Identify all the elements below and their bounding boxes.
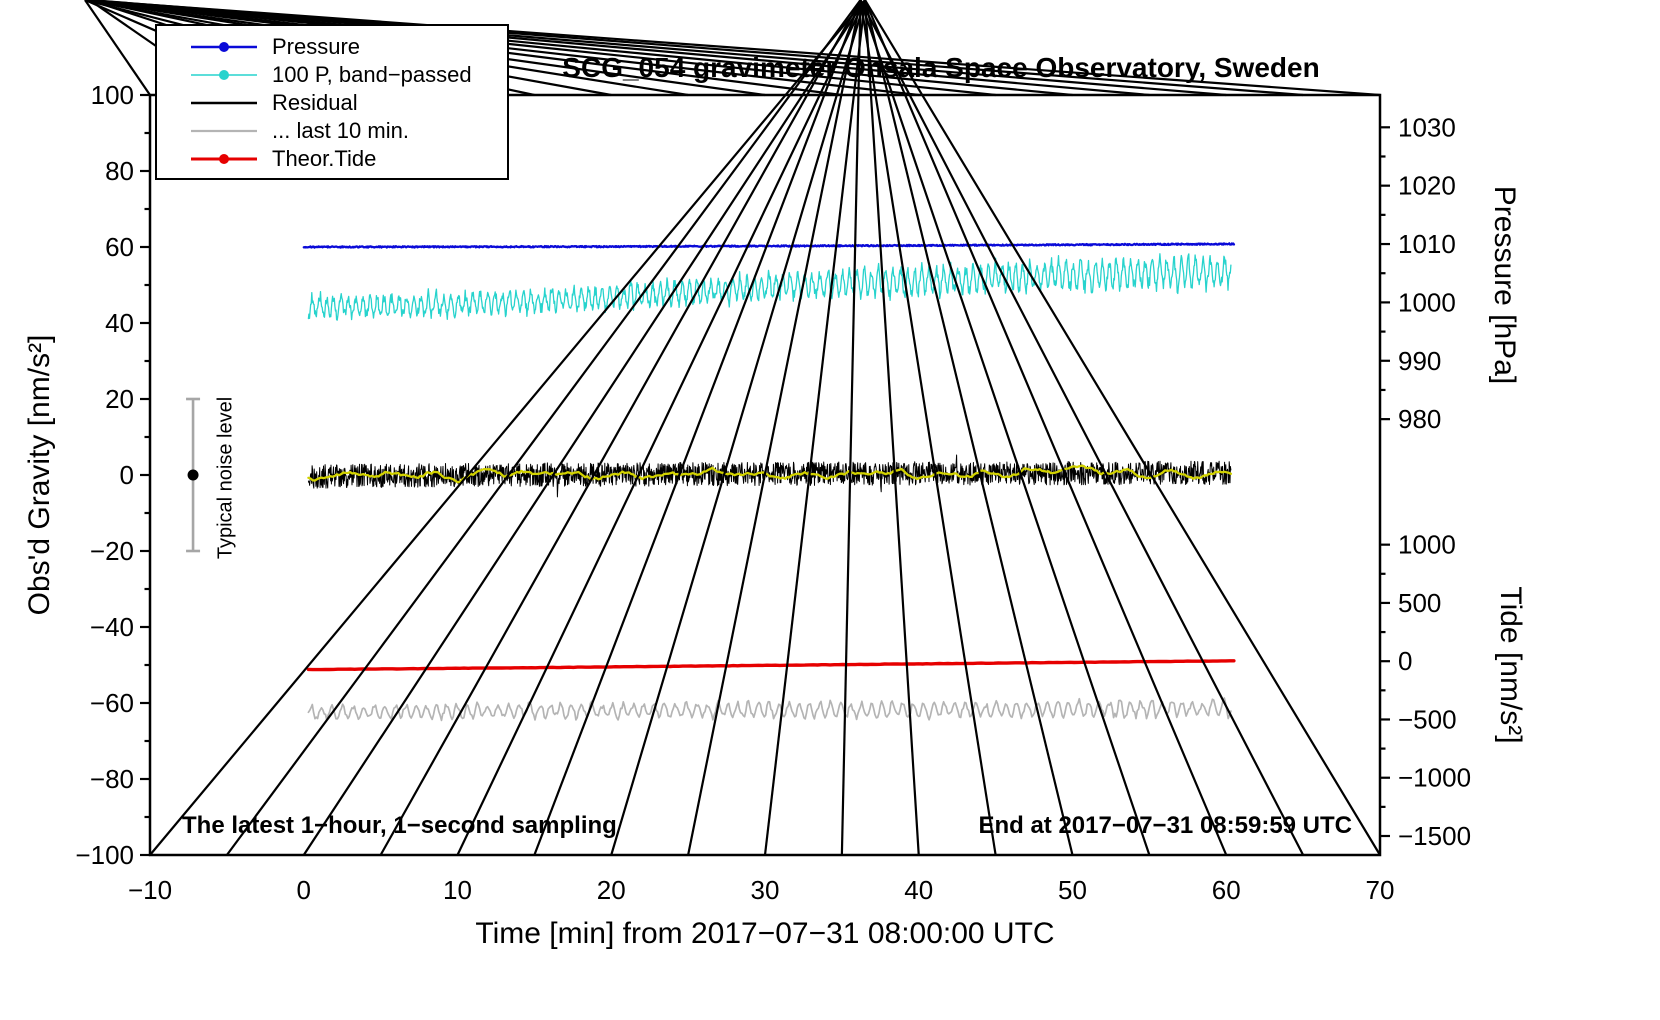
pressure-tick-label: 1010	[1398, 229, 1456, 259]
legend-label: ... last 10 min.	[272, 118, 409, 143]
chart-title: SCG_054 gravimeter Onsala Space Observat…	[562, 52, 1320, 83]
legend-label: Residual	[272, 90, 358, 115]
noise-level-label: Typical noise level	[214, 396, 237, 560]
pressure-tick-label: 1030	[1398, 112, 1456, 142]
pressure-tick-label: 980	[1398, 404, 1441, 434]
series-residual-smoothed	[307, 464, 1233, 484]
legend-item-100-p-band-passed: 100 P, band−passed	[157, 61, 507, 89]
x-tick-label: 20	[597, 875, 626, 905]
series-residual	[307, 454, 1232, 498]
x-tick-label: 30	[751, 875, 780, 905]
gravity-tick-label: 40	[105, 308, 134, 338]
x-tick-label: 70	[1366, 875, 1395, 905]
x-tick-label: 0	[297, 875, 311, 905]
tide-tick-label: −500	[1398, 704, 1457, 734]
legend-item-last-10-min: ... last 10 min.	[157, 117, 507, 145]
plot-series-area	[302, 242, 1236, 722]
legend-item-theor-tide: Theor.Tide	[157, 145, 507, 173]
gravity-tick-label: 60	[105, 232, 134, 262]
gravity-tick-label: 20	[105, 384, 134, 414]
tide-tick-label: 500	[1398, 588, 1441, 618]
pressure-tick-label: 990	[1398, 346, 1441, 376]
pressure-tick-label: 1020	[1398, 171, 1456, 201]
tide-tick-label: −1500	[1398, 821, 1471, 851]
series-theor-tide	[306, 659, 1236, 672]
legend-item-residual: Residual	[157, 89, 507, 117]
x-tick-label: 40	[904, 875, 933, 905]
tide-tick-label: 1000	[1398, 530, 1456, 560]
legend-sample-line	[189, 40, 259, 54]
x-tick-label: 50	[1058, 875, 1087, 905]
series-pressure-bandpassed	[307, 253, 1232, 321]
gravity-tick-label: −100	[75, 840, 134, 870]
gravity-tick-label: 80	[105, 156, 134, 186]
x-tick-label: −10	[128, 875, 172, 905]
legend-label: Theor.Tide	[272, 146, 377, 171]
gravity-tick-label: 0	[120, 460, 134, 490]
legend-sample-line	[189, 96, 259, 110]
legend-rows: Pressure 100 P, band−passed Residual ... la…	[157, 33, 507, 173]
gravity-tick-label: −60	[90, 688, 134, 718]
end-time-annotation: End at 2017−07−31 08:59:59 UTC	[978, 812, 1352, 839]
axis-tick-labels: −10 0 10 20 30 40 50 60 70100806040200−20−40−60−…	[75, 80, 1471, 905]
x-tick-label: 60	[1212, 875, 1241, 905]
tide-tick-label: 0	[1398, 646, 1412, 676]
noise-level-bar	[186, 397, 201, 553]
y-axis-label-tide: Tide [nm/s²]	[1494, 586, 1527, 744]
gravity-tick-label: −40	[90, 612, 134, 642]
legend-sample-line	[189, 68, 259, 82]
y-axis-label-gravity: Obs'd Gravity [nm/s²]	[23, 334, 56, 616]
series-residual-last10	[307, 697, 1232, 722]
legend-item-pressure: Pressure	[157, 33, 507, 61]
legend-label: 100 P, band−passed	[272, 62, 472, 87]
x-axis-label: Time [min] from 2017−07−31 08:00:00 UTC	[475, 917, 1055, 950]
tide-tick-label: −1000	[1398, 763, 1471, 793]
gravity-tick-label: −20	[90, 536, 134, 566]
legend-sample-line	[189, 124, 259, 138]
pressure-tick-label: 1000	[1398, 287, 1456, 317]
x-tick-label: 10	[443, 875, 472, 905]
chart-legend: Pressure 100 P, band−passed Residual ... la…	[155, 24, 509, 180]
legend-sample-line	[189, 152, 259, 166]
sampling-annotation: The latest 1−hour, 1−second sampling	[182, 812, 617, 839]
gravity-tick-label: −80	[90, 764, 134, 794]
legend-label: Pressure	[272, 34, 361, 59]
axis-ticks	[84, 0, 1390, 857]
series-pressure	[302, 242, 1236, 249]
gravity-tick-label: 100	[91, 80, 134, 110]
y-axis-label-pressure: Pressure [hPa]	[1488, 185, 1521, 385]
